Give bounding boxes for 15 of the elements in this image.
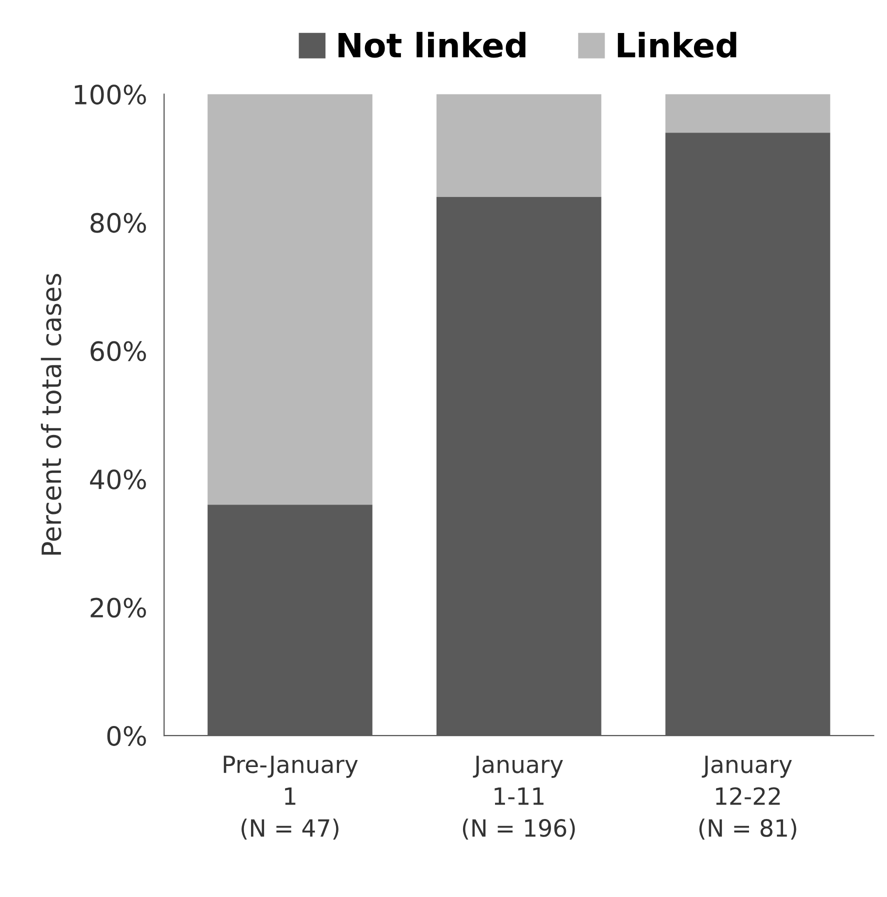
legend-label: Not linked	[338, 32, 526, 58]
legend-label: Linked	[618, 32, 736, 58]
bar	[665, 94, 830, 133]
y-tick-label: 60%	[90, 341, 146, 362]
y-tick-label: 20%	[90, 598, 146, 618]
x-tick-label: January 12-22 (N = 81)	[699, 756, 796, 840]
y-tick-label: 80%	[90, 212, 146, 233]
y-tick-label: 100%	[74, 84, 146, 105]
y-axis-title: Percent of total cases	[40, 274, 62, 555]
bar	[208, 94, 372, 505]
y-tick-label: 0%	[107, 726, 146, 746]
x-tick-label: January 1-11 (N = 196)	[462, 756, 575, 840]
x-tick-label: Pre-January 1 (N = 47)	[224, 756, 358, 840]
bar	[436, 94, 602, 197]
y-tick-label: 40%	[90, 469, 146, 490]
